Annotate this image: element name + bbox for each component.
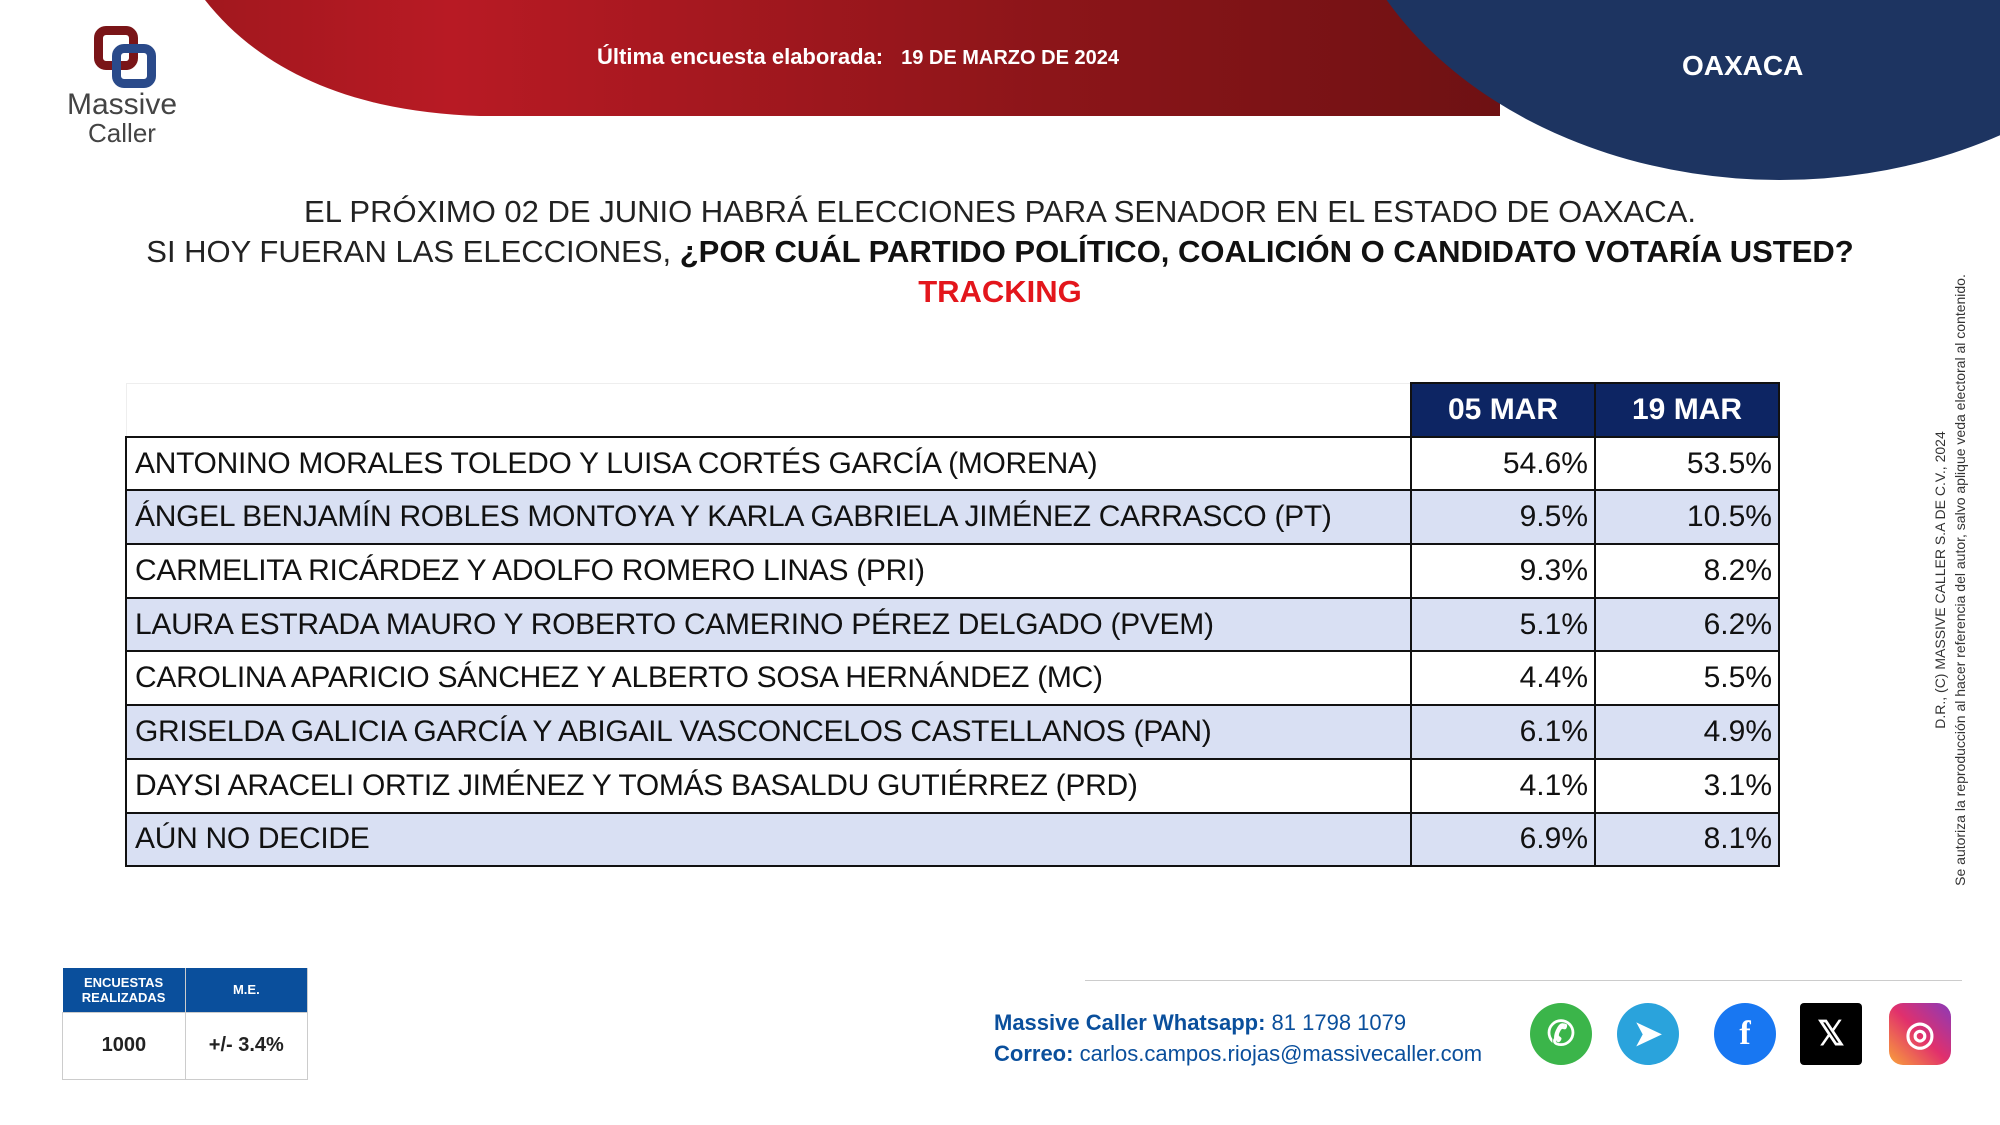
candidate-name: DAYSI ARACELI ORTIZ JIMÉNEZ Y TOMÁS BASA… — [125, 757, 1412, 814]
x-icon[interactable]: 𝕏 — [1800, 1003, 1862, 1065]
value-05-mar: 6.1% — [1410, 704, 1596, 760]
value-19-mar: 6.2% — [1594, 596, 1780, 653]
question-line1: EL PRÓXIMO 02 DE JUNIO HABRÁ ELECCIONES … — [304, 194, 1696, 229]
value-05-mar: 6.9% — [1410, 811, 1596, 868]
candidate-name: CARMELITA RICÁRDEZ Y ADOLFO ROMERO LINAS… — [125, 543, 1412, 599]
candidate-name: GRISELDA GALICIA GARCÍA Y ABIGAIL VASCON… — [125, 704, 1412, 760]
logo-mark-icon — [84, 26, 160, 90]
email-contact: Correo: carlos.campos.riojas@massivecall… — [994, 1041, 1483, 1066]
telegram-icon[interactable]: ➤ — [1617, 1003, 1679, 1065]
margin-error: +/- 3.4% — [184, 1011, 309, 1080]
candidate-name: ANTONINO MORALES TOLEDO Y LUISA CORTÉS G… — [125, 435, 1412, 492]
candidate-name: AÚN NO DECIDE — [125, 811, 1412, 868]
value-19-mar: 4.9% — [1594, 704, 1780, 760]
table-row: AÚN NO DECIDE 6.9% 8.1% — [125, 811, 1780, 868]
candidate-name: CAROLINA APARICIO SÁNCHEZ Y ALBERTO SOSA… — [125, 650, 1412, 707]
table-row: LAURA ESTRADA MAURO Y ROBERTO CAMERINO P… — [125, 596, 1780, 653]
column-header: 19 MAR — [1594, 382, 1780, 438]
value-05-mar: 4.1% — [1410, 757, 1596, 814]
sample-size: 1000 — [62, 1011, 186, 1080]
question-line2: SI HOY FUERAN LAS ELECCIONES, ¿POR CUÁL … — [146, 234, 1854, 269]
value-05-mar: 4.4% — [1410, 650, 1596, 707]
value-19-mar: 8.2% — [1594, 543, 1780, 599]
value-05-mar: 9.3% — [1410, 543, 1596, 599]
divider — [1085, 980, 1962, 981]
candidate-name: LAURA ESTRADA MAURO Y ROBERTO CAMERINO P… — [125, 596, 1412, 653]
table-row: ÁNGEL BENJAMÍN ROBLES MONTOYA Y KARLA GA… — [125, 489, 1780, 546]
last-poll-date: 19 DE MARZO DE 2024 — [901, 47, 1119, 69]
value-19-mar: 53.5% — [1594, 435, 1780, 492]
candidate-name: ÁNGEL BENJAMÍN ROBLES MONTOYA Y KARLA GA… — [125, 489, 1412, 546]
value-19-mar: 5.5% — [1594, 650, 1780, 707]
table-row: ANTONINO MORALES TOLEDO Y LUISA CORTÉS G… — [125, 435, 1780, 492]
logo: Massive Caller — [62, 26, 182, 146]
table-row: CARMELITA RICÁRDEZ Y ADOLFO ROMERO LINAS… — [125, 543, 1780, 599]
value-05-mar: 9.5% — [1410, 489, 1596, 546]
state-name: OAXACA — [1682, 50, 1804, 81]
table-row: DAYSI ARACELI ORTIZ JIMÉNEZ Y TOMÁS BASA… — [125, 757, 1780, 814]
last-poll: Última encuesta elaborada: 19 DE MARZO DE… — [597, 44, 1119, 69]
whatsapp-icon[interactable]: ✆ — [1530, 1003, 1592, 1065]
sample-table: ENCUESTAS REALIZADAS M.E. 1000 +/- 3.4% — [62, 968, 309, 1080]
value-05-mar: 5.1% — [1410, 596, 1596, 653]
legal-notice: D.R., (C) MASSIVE CALLER S.A DE C.V., 20… — [1932, 274, 1968, 886]
column-header: 05 MAR — [1410, 382, 1596, 438]
value-19-mar: 8.1% — [1594, 811, 1780, 868]
whatsapp-contact: Massive Caller Whatsapp: 81 1798 1079 — [994, 1010, 1407, 1035]
results-table: 05 MAR 19 MAR ANTONINO MORALES TOLEDO Y L… — [125, 382, 1780, 868]
table-row: CAROLINA APARICIO SÁNCHEZ Y ALBERTO SOSA… — [125, 650, 1780, 707]
tracking-label: TRACKING — [918, 274, 1082, 309]
value-05-mar: 54.6% — [1410, 435, 1596, 492]
value-19-mar: 10.5% — [1594, 489, 1780, 546]
value-19-mar: 3.1% — [1594, 757, 1780, 814]
facebook-icon[interactable]: f — [1714, 1003, 1776, 1065]
table-row: GRISELDA GALICIA GARCÍA Y ABIGAIL VASCON… — [125, 704, 1780, 760]
instagram-icon[interactable]: ◎ — [1889, 1003, 1951, 1065]
